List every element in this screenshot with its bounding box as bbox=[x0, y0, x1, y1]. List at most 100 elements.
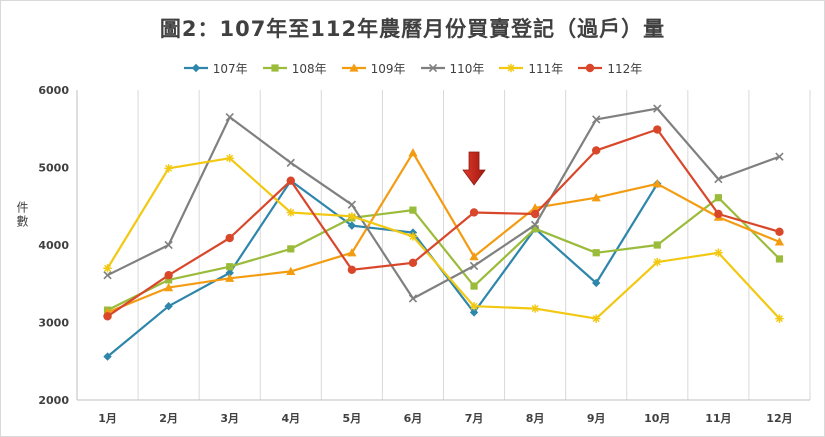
y-tick-label: 3000 bbox=[38, 317, 69, 330]
legend-item: 108年 bbox=[262, 60, 327, 77]
data-point bbox=[103, 271, 112, 280]
x-tick-label: 7月 bbox=[465, 412, 484, 425]
data-point bbox=[653, 125, 662, 134]
x-tick-label: 11月 bbox=[705, 412, 731, 425]
legend-marker-icon bbox=[507, 63, 516, 73]
data-point bbox=[408, 258, 418, 268]
data-point bbox=[226, 263, 234, 271]
legend-label: 110年 bbox=[449, 61, 485, 76]
data-point bbox=[774, 237, 785, 246]
x-tick-label: 6月 bbox=[404, 412, 423, 425]
data-point bbox=[469, 261, 479, 271]
data-point bbox=[347, 221, 357, 230]
legend-marker-icon bbox=[271, 64, 279, 72]
data-point bbox=[103, 312, 112, 321]
data-point bbox=[164, 283, 174, 292]
data-point bbox=[653, 257, 662, 267]
series-line-2 bbox=[107, 196, 781, 312]
data-point bbox=[347, 248, 357, 257]
data-point bbox=[530, 203, 540, 212]
y-tick-label: 2000 bbox=[38, 394, 69, 407]
x-tick-label: 12月 bbox=[766, 412, 792, 425]
x-tick-label: 5月 bbox=[343, 412, 362, 425]
y-axis-label: 件數 bbox=[15, 201, 29, 229]
data-point bbox=[592, 146, 601, 155]
y-tick-label: 6000 bbox=[38, 84, 69, 97]
data-point bbox=[469, 302, 479, 311]
x-tick-label: 4月 bbox=[281, 412, 300, 425]
legend-label: 108年 bbox=[291, 61, 327, 76]
x-tick-label: 9月 bbox=[587, 412, 606, 425]
data-point bbox=[164, 271, 173, 280]
y-tick-label: 4000 bbox=[38, 239, 69, 252]
data-point bbox=[164, 164, 173, 173]
x-tick-label: 3月 bbox=[220, 412, 239, 425]
legend-label: 111年 bbox=[528, 61, 564, 76]
data-point bbox=[287, 245, 295, 253]
legend-item: 110年 bbox=[420, 60, 485, 77]
legend-item: 111年 bbox=[498, 60, 563, 77]
data-point bbox=[408, 294, 418, 303]
data-point bbox=[714, 209, 723, 219]
data-point bbox=[530, 220, 540, 230]
data-point bbox=[470, 282, 478, 290]
data-point bbox=[347, 212, 357, 221]
legend-marker-icon bbox=[348, 63, 359, 72]
legend: 107年 108年 109年 110年 111年 112年 bbox=[1, 59, 824, 77]
data-point bbox=[592, 115, 601, 124]
data-point bbox=[103, 352, 112, 361]
x-tick-label: 8月 bbox=[526, 412, 545, 425]
data-point bbox=[347, 200, 357, 209]
data-point bbox=[653, 241, 661, 249]
legend-marker-icon bbox=[428, 63, 437, 73]
legend-item: 112年 bbox=[577, 60, 642, 77]
data-point bbox=[592, 314, 601, 323]
data-point bbox=[286, 176, 295, 185]
data-point bbox=[714, 248, 723, 257]
data-point bbox=[409, 206, 417, 214]
data-point bbox=[347, 265, 357, 274]
data-point bbox=[225, 273, 235, 282]
legend-swatch-icon bbox=[183, 63, 208, 73]
data-point bbox=[653, 104, 662, 113]
data-point bbox=[408, 232, 418, 241]
data-point bbox=[286, 208, 295, 217]
data-point bbox=[775, 255, 784, 263]
series-line-4 bbox=[107, 107, 780, 300]
y-tick-label: 5000 bbox=[38, 162, 69, 175]
x-tick-label: 1月 bbox=[98, 412, 117, 425]
data-point bbox=[286, 266, 296, 275]
legend-swatch-icon bbox=[578, 63, 603, 73]
data-point bbox=[592, 278, 601, 288]
data-point bbox=[775, 314, 784, 323]
data-point bbox=[408, 148, 418, 157]
data-point bbox=[592, 249, 600, 257]
data-point bbox=[714, 194, 722, 202]
data-point bbox=[469, 308, 479, 317]
data-point bbox=[103, 264, 112, 273]
data-point bbox=[164, 302, 173, 311]
series-line-6 bbox=[106, 128, 780, 318]
legend-item: 109年 bbox=[341, 60, 406, 77]
data-point bbox=[652, 179, 662, 188]
series-line-1 bbox=[106, 179, 659, 358]
data-point bbox=[286, 158, 295, 168]
data-point bbox=[164, 240, 173, 250]
data-point bbox=[165, 276, 173, 284]
series-line-5 bbox=[106, 157, 781, 320]
data-point bbox=[591, 193, 601, 202]
data-point bbox=[530, 209, 540, 219]
legend-swatch-icon bbox=[262, 64, 287, 72]
data-point bbox=[225, 154, 234, 163]
data-point bbox=[775, 227, 784, 237]
data-point bbox=[530, 304, 540, 313]
chart-title: 圖2：107年至112年農曆月份買賣登記（過戶）量 bbox=[159, 17, 666, 41]
legend-label: 109年 bbox=[370, 61, 406, 76]
data-point bbox=[225, 268, 234, 278]
x-tick-label: 2月 bbox=[159, 412, 178, 425]
data-point bbox=[531, 225, 539, 233]
data-point bbox=[775, 152, 784, 161]
legend-swatch-icon bbox=[420, 63, 445, 73]
